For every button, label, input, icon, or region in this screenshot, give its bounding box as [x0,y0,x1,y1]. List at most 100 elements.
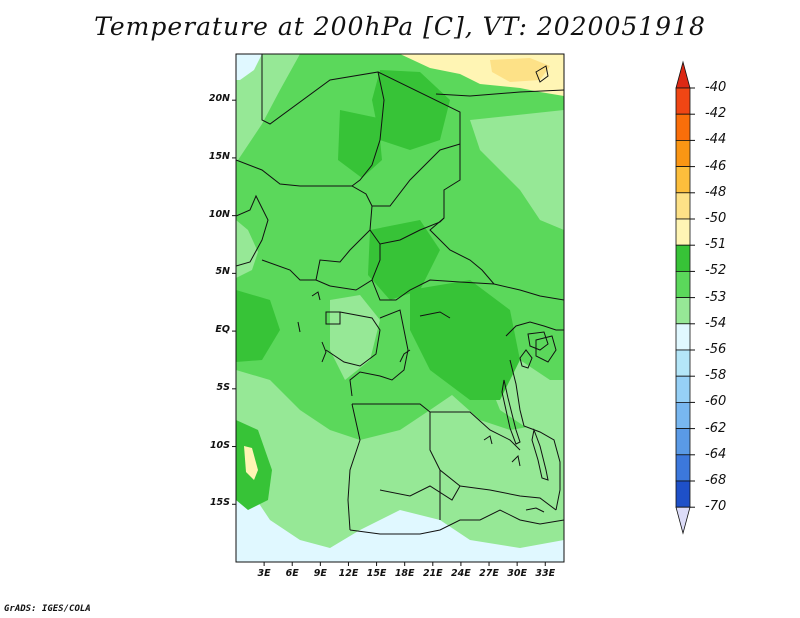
border-line [377,71,495,285]
border-line [459,485,557,511]
colorbar-level-label: -64 [705,446,727,462]
border-line [399,349,411,363]
lake-outline [531,428,549,481]
colorbar-level-label: -50 [705,211,727,226]
lon-tick-label: 24E [451,568,471,579]
lat-tick-label: 10N [208,208,230,220]
coast-segment [525,507,545,513]
border-line [349,309,409,397]
border-line [325,311,381,367]
border-line [372,143,461,207]
colorbar-level-label: -68 [705,473,727,488]
colorbar-swatch [675,454,691,482]
colorbar [675,60,695,535]
field-dark-green-2 [368,220,440,300]
colorbar-head-triangle [675,60,691,89]
colorbar-level-label: -51 [705,237,727,253]
lat-tick-label: 15N [208,150,230,162]
colorbar-level-label: -48 [705,184,727,200]
colorbar-swatch [675,297,691,325]
colorbar-swatch [675,192,691,220]
colorbar-level-label: -58 [705,368,727,384]
colorbar-swatch [675,349,691,377]
field-light-green-ne [470,110,564,230]
lat-tick-label: 15S [209,497,230,509]
border-line [371,279,564,301]
colorbar-level-label: -54 [705,315,727,331]
lat-tick-label: 5S [216,381,230,393]
colorbar-level-label: -70 [705,499,727,515]
field-dark-green-1 [372,70,450,150]
colorbar-swatch [675,401,691,429]
lon-tick-label: 6E [285,568,299,579]
colorbar-tail-triangle [675,506,691,535]
field-yellow-deep [490,58,550,82]
coast-segment [311,291,321,301]
temperature-field [236,54,564,562]
country-borders [236,54,564,535]
lat-tick-label: EQ [215,324,230,336]
colorbar-swatch [675,218,691,246]
field-light-green-north [236,54,300,160]
colorbar-swatch [675,323,691,351]
colorbar-level-label: -46 [705,158,727,174]
border-line [261,54,385,187]
map-title: Temperature at 200hPa [C], VT: 202005191… [94,12,706,41]
coast-segment [419,311,451,319]
colorbar-swatch [675,428,691,456]
border-line [261,259,331,287]
colorbar-swatch [675,166,691,194]
colorbar-level-label: -42 [705,106,727,122]
colorbar-swatch [675,375,691,403]
lon-tick-label: 27E [479,568,499,579]
border-line [236,159,373,281]
colorbar-swatch [675,480,691,508]
coast-segment [483,435,493,445]
border-line [509,359,561,511]
coast-segment [321,341,327,363]
lake-outline [501,379,521,445]
axis-ticks [232,99,546,566]
colorbar-swatch [675,113,691,141]
colorbar-swatch [675,244,691,272]
field-dark-green-6 [338,110,382,178]
border-line [325,311,341,325]
colorbar-level-label: -52 [705,263,727,279]
lon-tick-label: 12E [338,568,359,579]
field-cyan-north [236,54,262,80]
field-cyan-south [236,470,564,562]
border-line [349,509,564,535]
lon-tick-label: 30E [507,568,527,579]
coast-segment [297,321,301,333]
border-line [505,321,564,337]
field-dark-green-3 [410,280,520,400]
lat-tick-label: 5N [215,266,230,278]
plot-frame [235,53,565,563]
field-yellow-southwest [244,446,258,480]
lake-outline [535,65,549,83]
border-line [369,217,445,245]
colorbar-level-label: -60 [705,394,727,410]
border-line [236,194,269,267]
field-light-green-west [236,220,258,278]
field-dark-green-4 [236,290,280,362]
lake-outline [519,349,533,369]
colorbar-level-label: -44 [705,132,727,148]
lon-tick-label: 3E [257,568,271,579]
border-line [347,403,361,531]
lon-tick-label: 15E [366,568,387,579]
footer-credit: GrADS: IGES/COLA [4,604,91,614]
border-line [435,89,564,97]
colorbar-swatch [675,139,691,167]
colorbar-level-label: -62 [705,420,727,436]
coast-segment [511,454,521,467]
lake-outline [527,331,549,351]
colorbar-level-label: -40 [705,80,727,95]
colorbar-swatch [675,270,691,298]
colorbar-swatch [675,87,691,115]
colorbar-level-label: -56 [705,342,727,357]
lon-tick-label: 18E [394,568,415,579]
lon-tick-label: 33E [535,568,556,579]
